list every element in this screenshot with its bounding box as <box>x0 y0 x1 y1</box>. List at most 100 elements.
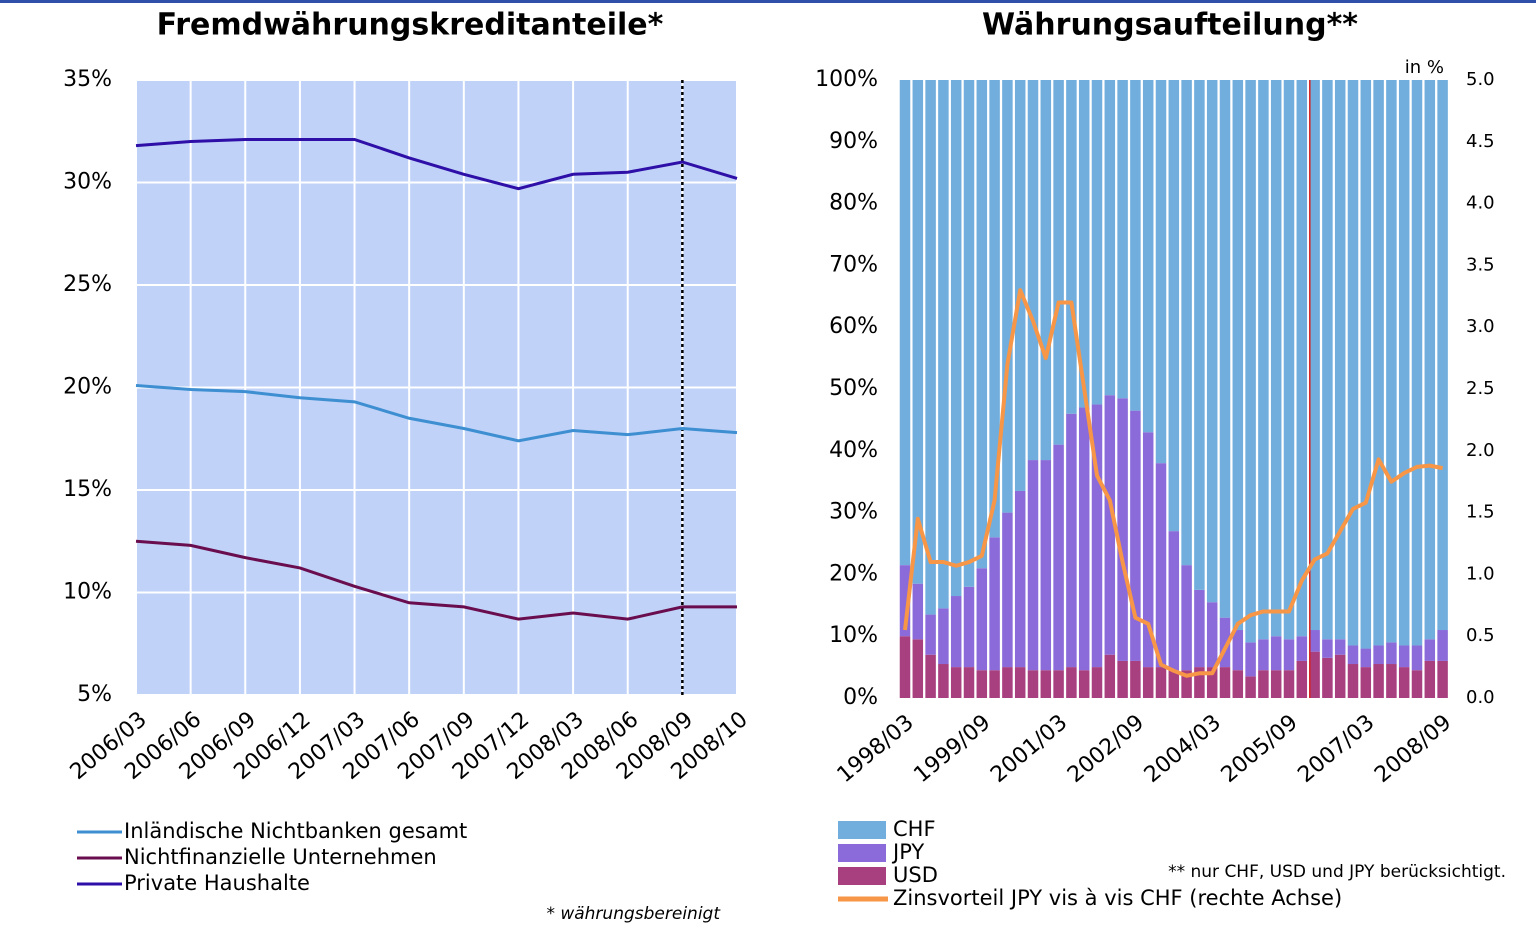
bar-segment <box>1334 80 1346 640</box>
y-tick-label: 40% <box>829 438 878 463</box>
bar-segment <box>989 537 1000 671</box>
bar-segment <box>1283 80 1295 640</box>
bar-segment <box>1053 444 1064 671</box>
bar-segment <box>1373 664 1384 698</box>
bar-segment <box>1360 648 1372 668</box>
x-tick-label: 2002/09 <box>1063 710 1149 788</box>
bar-segment <box>1181 670 1192 698</box>
y-tick-label: 100% <box>815 67 878 92</box>
bar-segment <box>1309 651 1320 698</box>
y2-tick-label: 1.5 <box>1466 502 1495 523</box>
bar-segment <box>950 667 962 698</box>
x-tick-label: 2007/03 <box>1293 710 1379 788</box>
bar-segment <box>1104 654 1116 698</box>
bar-segment <box>1181 565 1192 671</box>
bar-segment <box>1142 667 1154 698</box>
bar-segment <box>1194 589 1205 668</box>
bar-segment <box>1014 80 1026 491</box>
bar-segment <box>1155 463 1167 668</box>
bar-segment <box>1002 80 1013 513</box>
bar-segment <box>1104 395 1116 655</box>
legend-label: JPY <box>891 840 924 864</box>
bar-segment <box>925 80 936 615</box>
y2-tick-label: 2.5 <box>1466 378 1495 399</box>
bar-segment <box>1424 660 1436 698</box>
bar-segment <box>1398 645 1410 668</box>
y-tick-label: 10% <box>829 623 878 648</box>
bar-segment <box>1155 667 1167 698</box>
legend-label: Zinsvorteil JPY vis à vis CHF (rechte Ac… <box>893 886 1342 910</box>
bar-segment <box>1258 639 1269 671</box>
y2-tick-label: 0.0 <box>1466 687 1495 708</box>
bar-segment <box>1040 80 1052 461</box>
bar-segment <box>1155 80 1167 464</box>
bar-segment <box>1411 80 1423 646</box>
bar-segment <box>976 568 988 671</box>
series-line <box>903 288 1443 678</box>
y-tick-label: 50% <box>829 376 878 401</box>
bar-segment <box>1360 80 1372 649</box>
bar-segment <box>963 586 975 668</box>
bar-segment <box>1258 670 1269 698</box>
series-line <box>135 137 738 191</box>
y2-tick-label: 2.0 <box>1466 440 1495 461</box>
y-tick-label: 60% <box>829 314 878 339</box>
bar-segment <box>1347 664 1359 698</box>
bar-segment <box>1066 667 1077 698</box>
bar-segment <box>976 670 988 698</box>
bar-segment <box>1040 670 1052 698</box>
chart-title: Fremdwährungskreditanteile* <box>157 8 664 43</box>
y-tick-label: 20% <box>63 375 112 400</box>
y2-tick-label: 5.0 <box>1466 69 1495 90</box>
bar-segment <box>1078 80 1090 408</box>
bar-segment <box>1091 667 1103 698</box>
bar-segment <box>1168 670 1180 698</box>
bar-segment <box>1078 670 1090 698</box>
y-tick-label: 10% <box>63 580 112 605</box>
bar-segment <box>1411 670 1423 698</box>
bar-segment <box>1322 657 1333 698</box>
series-line <box>135 539 737 621</box>
x-tick-label: 2005/09 <box>1217 710 1303 788</box>
bar-segment <box>899 636 911 698</box>
y-tick-label: 80% <box>829 191 878 216</box>
bar-segment <box>1168 531 1180 671</box>
y-tick-label: 15% <box>63 477 112 502</box>
bar-segment <box>1398 80 1410 646</box>
legend-swatch <box>838 821 886 839</box>
bar-segment <box>1040 460 1052 671</box>
bar-segment <box>1232 670 1244 698</box>
bar-segment <box>1309 630 1320 652</box>
bar-segment <box>938 664 949 698</box>
y-tick-label: 70% <box>829 252 878 277</box>
y-tick-label: 90% <box>829 129 878 154</box>
bar-segment <box>1117 80 1128 399</box>
footnote: * währungsbereinigt <box>546 904 721 924</box>
y-tick-label: 35% <box>63 67 112 92</box>
y-tick-label: 30% <box>829 500 878 525</box>
bar-segment <box>1194 667 1205 698</box>
bar-segment <box>1066 80 1077 414</box>
bar-segment <box>1219 80 1231 618</box>
bar-segment <box>1142 80 1154 433</box>
y2-tick-label: 4.0 <box>1466 193 1495 214</box>
legend-swatch <box>838 844 886 862</box>
legend-label: CHF <box>893 817 936 841</box>
bar-segment <box>1258 80 1269 640</box>
bar-segment <box>1104 80 1116 396</box>
bar-segment <box>1283 670 1295 698</box>
legend-label: Inländische Nichtbanken gesamt <box>124 819 467 843</box>
bar-segment <box>1078 407 1090 671</box>
bar-segment <box>1130 80 1141 411</box>
x-tick-label: 2004/03 <box>1140 710 1226 788</box>
bar-segment <box>989 670 1000 698</box>
x-tick-label: 2008/09 <box>1370 710 1456 788</box>
bar-segment <box>1245 642 1256 677</box>
y2-tick-label: 4.5 <box>1466 131 1495 152</box>
bar-segment <box>1053 80 1064 445</box>
series-line <box>135 383 738 443</box>
bar-segment <box>1091 404 1103 668</box>
bar-segment <box>938 80 949 609</box>
bar-segment <box>1245 676 1256 698</box>
